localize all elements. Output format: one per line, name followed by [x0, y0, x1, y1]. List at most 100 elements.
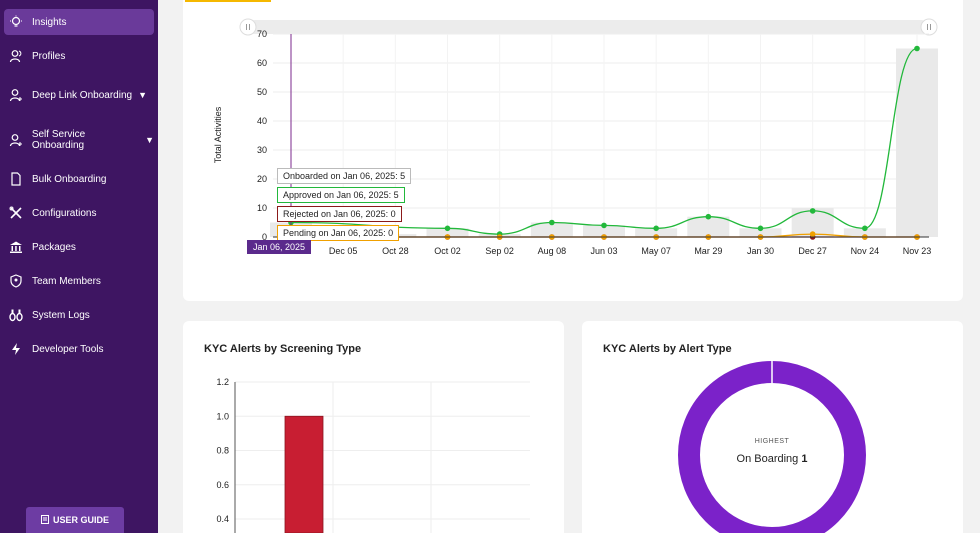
sidebar: Insights Profiles Deep Link Onboarding ▼…: [0, 0, 158, 533]
x-tick-label: Oct 02: [434, 246, 461, 256]
active-tab-indicator: [185, 0, 271, 2]
tooltip-onboarded: Onboarded on Jan 06, 2025: 5: [277, 168, 412, 184]
y-tick-label: 50: [257, 87, 267, 97]
x-tick-label: Dec 05: [329, 246, 358, 256]
y-tick-label: 0.6: [216, 480, 229, 490]
y-axis-title: Total Activities: [213, 106, 223, 163]
sidebar-item-label: Configurations: [32, 207, 97, 219]
tooltip-date-badge: Jan 06, 2025: [247, 240, 312, 254]
sidebar-item-deep-link-onboarding[interactable]: Deep Link Onboarding ▼: [4, 82, 154, 108]
approved-point: [601, 222, 607, 229]
onboarded-bar: [530, 222, 573, 237]
user-guide-button[interactable]: USER GUIDE: [26, 507, 124, 533]
sidebar-item-profiles[interactable]: Profiles: [4, 43, 154, 69]
y-tick-label: 40: [257, 116, 267, 126]
shield-icon: [8, 273, 24, 289]
activity-line-chart: Total Activities 0 10 20 30 40 50 60 70 Dec 05 Oc…: [213, 18, 938, 256]
onboarded-bar: [635, 228, 678, 237]
donut-center-label: On Boarding: [736, 453, 799, 465]
x-tick-label: Mar 29: [694, 246, 722, 256]
sidebar-item-system-logs[interactable]: System Logs: [4, 302, 154, 328]
sidebar-item-label: System Logs: [32, 309, 90, 321]
x-tick-label: Sep 02: [485, 246, 514, 256]
kyc-alert-type-card: KYC Alerts by Alert Type: [582, 321, 963, 533]
y-tick-label: 0.8: [216, 446, 229, 456]
onboarded-bar: [687, 216, 730, 237]
donut-center-caption: HIGHEST: [754, 438, 790, 445]
y-tick-label: 0.4: [216, 514, 229, 524]
user-plus-icon: [8, 87, 24, 103]
user-plus-icon: [8, 132, 24, 148]
x-tick-label: Dec 27: [798, 246, 827, 256]
sidebar-item-developer-tools[interactable]: Developer Tools: [4, 336, 154, 362]
onboarded-bar: [583, 225, 625, 237]
screening-bar: [284, 415, 324, 533]
y-tick-label: 60: [257, 58, 267, 68]
sidebar-item-label: Deep Link Onboarding: [32, 89, 133, 101]
kyc-screening-card: KYC Alerts by Screening Type: [183, 321, 564, 533]
approved-point: [757, 225, 764, 232]
y-tick-label: 30: [257, 145, 267, 155]
kyc-screening-title: KYC Alerts by Screening Type: [204, 343, 362, 355]
y-tick-label: 1.0: [216, 411, 229, 421]
approved-point: [653, 225, 659, 232]
sidebar-item-label: Packages: [32, 241, 76, 253]
y-tick-label: 10: [257, 203, 267, 213]
donut-center-value: On Boarding 1: [677, 453, 867, 465]
approved-point: [444, 225, 451, 232]
tooltip-pending: Pending on Jan 06, 2025: 0: [277, 225, 400, 241]
document-icon: [40, 514, 49, 526]
caret-down-icon[interactable]: ▼: [145, 135, 154, 145]
pending-point: [809, 231, 816, 237]
approved-point: [549, 219, 555, 226]
file-icon: [8, 171, 24, 187]
sidebar-item-bulk-onboarding[interactable]: Bulk Onboarding: [4, 166, 154, 192]
sidebar-item-label: Bulk Onboarding: [32, 173, 107, 185]
sidebar-item-label: Self Service Onboarding: [31, 129, 86, 151]
kyc-screening-bar-chart: 0.4 0.6 0.8 1.0 1.2: [216, 377, 530, 533]
x-tick-label: Oct 28: [382, 246, 409, 256]
onboarded-bar: [843, 228, 886, 237]
approved-point: [914, 45, 920, 52]
sidebar-item-label: Team Members: [32, 275, 101, 287]
bolt-icon: [8, 341, 24, 357]
sidebar-item-team-members[interactable]: Team Members: [4, 268, 154, 294]
donut-center-count: 1: [801, 453, 808, 465]
sidebar-item-insights[interactable]: Insights: [4, 9, 154, 35]
approved-point: [705, 213, 712, 220]
caret-down-icon[interactable]: ▼: [138, 90, 147, 100]
user-guide-label: USER GUIDE: [52, 515, 109, 525]
sidebar-item-packages[interactable]: Packages: [4, 234, 154, 260]
x-tick-label: Nov 24: [851, 246, 880, 256]
users-icon: [8, 48, 24, 64]
kyc-alert-type-donut-chart: [678, 361, 866, 533]
y-tick-label: 70: [257, 29, 267, 39]
tools-icon: [8, 205, 24, 221]
range-slider-handle-left[interactable]: [239, 18, 257, 36]
range-slider-track[interactable]: [248, 20, 928, 34]
lightbulb-icon: [8, 14, 24, 30]
x-tick-label: Jan 30: [747, 246, 774, 256]
onboarded-bar: [896, 48, 938, 237]
sidebar-item-self-service-onboarding[interactable]: Self Service Onboarding ▼: [4, 127, 154, 153]
tooltip-approved: Approved on Jan 06, 2025: 5: [277, 187, 405, 203]
x-tick-label: Jun 03: [590, 246, 617, 256]
kyc-alert-type-title: KYC Alerts by Alert Type: [603, 343, 732, 355]
sidebar-item-label: Insights: [32, 16, 67, 28]
sidebar-item-label: Developer Tools: [32, 343, 104, 355]
approved-point: [862, 225, 868, 232]
onboarded-bar: [739, 228, 782, 237]
bank-icon: [8, 239, 24, 255]
onboarded-bar: [426, 228, 469, 237]
sidebar-item-configurations[interactable]: Configurations: [4, 200, 154, 226]
sidebar-item-label: Profiles: [32, 50, 66, 62]
x-tick-label: Aug 08: [538, 246, 567, 256]
tooltip-rejected: Rejected on Jan 06, 2025: 0: [277, 206, 402, 222]
y-tick-label: 0: [262, 232, 267, 242]
range-slider-handle-right[interactable]: [920, 18, 938, 36]
y-tick-label: 1.2: [216, 377, 229, 387]
binoculars-icon: [8, 307, 24, 323]
donut-center: HIGHEST On Boarding 1: [677, 430, 867, 470]
approved-point: [809, 208, 816, 214]
x-tick-label: May 07: [641, 246, 671, 256]
